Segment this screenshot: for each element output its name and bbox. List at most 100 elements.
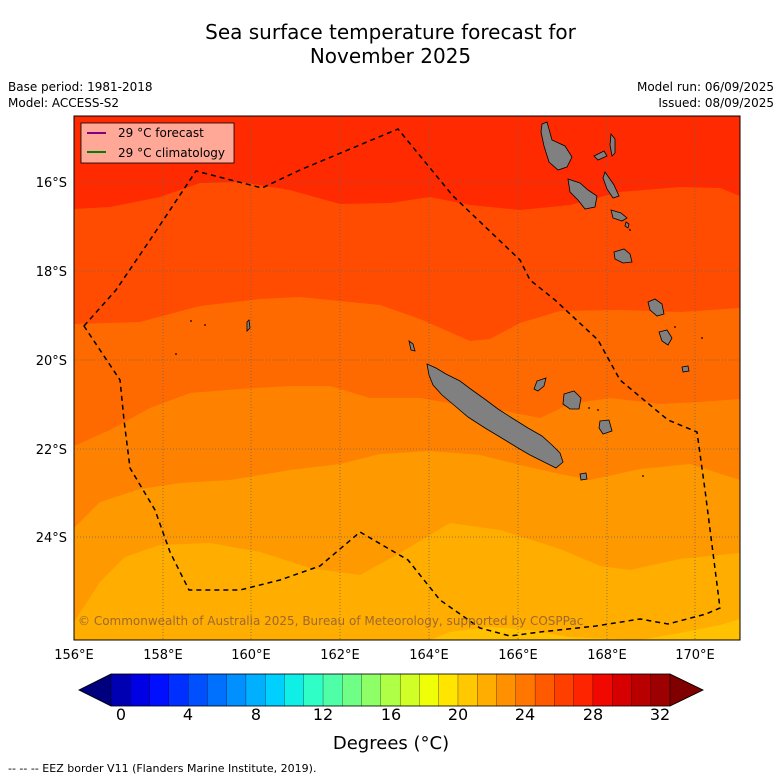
colorbar-cell — [303, 673, 324, 707]
eez-border — [83, 128, 721, 637]
legend-box — [80, 122, 235, 164]
colorbar-cell — [265, 673, 286, 707]
colorbar-cell — [361, 673, 382, 707]
cb-tick-16: 16 — [381, 705, 401, 724]
colorbar-cell — [399, 673, 420, 707]
aneityum — [681, 365, 690, 373]
title-line-2: November 2025 — [309, 44, 472, 68]
tanna — [658, 329, 673, 346]
meta-right: Model run: 06/09/2025 Issued: 08/09/2025 — [637, 79, 774, 111]
colorbar: 0 4 8 12 16 20 24 28 32 Degrees (°C) — [78, 673, 704, 754]
colorbar-cell — [207, 673, 228, 707]
lon-label-162e: 162°E — [320, 648, 360, 663]
colorbar-cell — [245, 673, 266, 707]
colorbar-cells — [110, 673, 671, 707]
isle-of-pines — [579, 472, 588, 481]
cb-tick-8: 8 — [251, 705, 261, 724]
model-name: Model: ACCESS-S2 — [8, 96, 120, 110]
colorbar-cell — [534, 673, 555, 707]
lon-label-158e: 158°E — [143, 648, 183, 663]
colorbar-cell — [438, 673, 459, 707]
colorbar-cell — [496, 673, 517, 707]
colorbar-left-arrow — [78, 673, 112, 707]
map-title: Sea surface temperature forecast for Nov… — [0, 20, 781, 68]
loyalty-island-mare — [598, 419, 613, 435]
lon-label-164e: 164°E — [409, 648, 449, 663]
cb-tick-4: 4 — [183, 705, 193, 724]
efate — [613, 248, 633, 264]
epi — [610, 209, 628, 222]
legend-climatology-label: 29 °C climatology — [118, 146, 225, 160]
meta-left: Base period: 1981-2018 Model: ACCESS-S2 — [8, 79, 153, 111]
model-run: Model run: 06/09/2025 — [636, 80, 774, 94]
pentecost — [602, 171, 620, 199]
colorbar-cell — [650, 673, 671, 707]
lat-label-16s: 16°S — [36, 176, 67, 191]
lon-label-156e: 156°E — [54, 648, 94, 663]
colorbar-cell — [130, 673, 151, 707]
copyright-notice: © Commonwealth of Australia 2025, Bureau… — [78, 614, 583, 628]
small-islets — [175, 229, 703, 477]
colorbar-cell — [226, 673, 247, 707]
new-caledonia-island — [426, 363, 564, 469]
erromango — [647, 298, 665, 317]
cb-tick-0: 0 — [116, 705, 126, 724]
colorbar-cell — [380, 673, 401, 707]
lat-label-24s: 24°S — [36, 531, 67, 546]
chesterfield-islet — [246, 319, 251, 332]
latitude-labels: 16°S 18°S 20°S 22°S 24°S — [36, 176, 67, 546]
lon-label-170e: 170°E — [675, 648, 715, 663]
sst-band-2 — [74, 523, 740, 640]
cb-tick-12: 12 — [313, 705, 333, 724]
torres-islets — [624, 221, 630, 229]
map-legend: 29 °C forecast 29 °C climatology — [80, 122, 235, 164]
colorbar-cell — [342, 673, 363, 707]
colorbar-cell — [592, 673, 613, 707]
colorbar-cell — [110, 673, 131, 707]
cb-tick-20: 20 — [448, 705, 468, 724]
colorbar-cell — [573, 673, 594, 707]
eez-footnote: -- -- -- EEZ border V11 (Flanders Marine… — [8, 762, 317, 775]
cb-tick-28: 28 — [583, 705, 603, 724]
cb-tick-24: 24 — [515, 705, 535, 724]
colorbar-cell — [419, 673, 440, 707]
lat-label-18s: 18°S — [36, 265, 67, 280]
maewo — [609, 132, 616, 157]
colorbar-title: Degrees (°C) — [333, 733, 449, 754]
malekula — [567, 178, 598, 210]
colorbar-right-arrow — [669, 673, 704, 707]
colorbar-cell — [168, 673, 189, 707]
lon-label-168e: 168°E — [587, 648, 627, 663]
title-line-1: Sea surface temperature forecast for — [205, 20, 576, 44]
colorbar-cell — [457, 673, 478, 707]
colorbar-cell — [187, 673, 208, 707]
loyalty-island-lifou — [562, 390, 582, 410]
colorbar-outline — [78, 673, 704, 707]
lon-label-160e: 160°E — [231, 648, 271, 663]
legend-forecast-label: 29 °C forecast — [118, 126, 204, 140]
belep-islands — [408, 340, 416, 352]
cb-tick-32: 32 — [650, 705, 670, 724]
sst-field: © Commonwealth of Australia 2025, Bureau… — [74, 116, 740, 640]
colorbar-cell — [554, 673, 575, 707]
land-masses — [246, 121, 690, 481]
issued-date: Issued: 08/09/2025 — [658, 96, 774, 110]
espiritu-santo — [540, 121, 573, 171]
lon-label-166e: 166°E — [498, 648, 538, 663]
lat-label-20s: 20°S — [36, 354, 67, 369]
colorbar-cell — [612, 673, 632, 707]
lat-label-22s: 22°S — [36, 443, 67, 458]
colorbar-cell — [477, 673, 498, 707]
colorbar-cell — [515, 673, 536, 707]
colorbar-cell — [631, 673, 652, 707]
base-period: Base period: 1981-2018 — [8, 80, 153, 94]
colorbar-cell — [149, 673, 170, 707]
colorbar-cell — [284, 673, 305, 707]
grid-lines — [74, 116, 740, 640]
longitude-labels: 156°E 158°E 160°E 162°E 164°E 166°E 168°… — [54, 648, 715, 663]
map-frame — [73, 115, 741, 641]
loyalty-island-ouvea — [533, 377, 547, 392]
ambae — [593, 150, 608, 161]
colorbar-cell — [322, 673, 343, 707]
